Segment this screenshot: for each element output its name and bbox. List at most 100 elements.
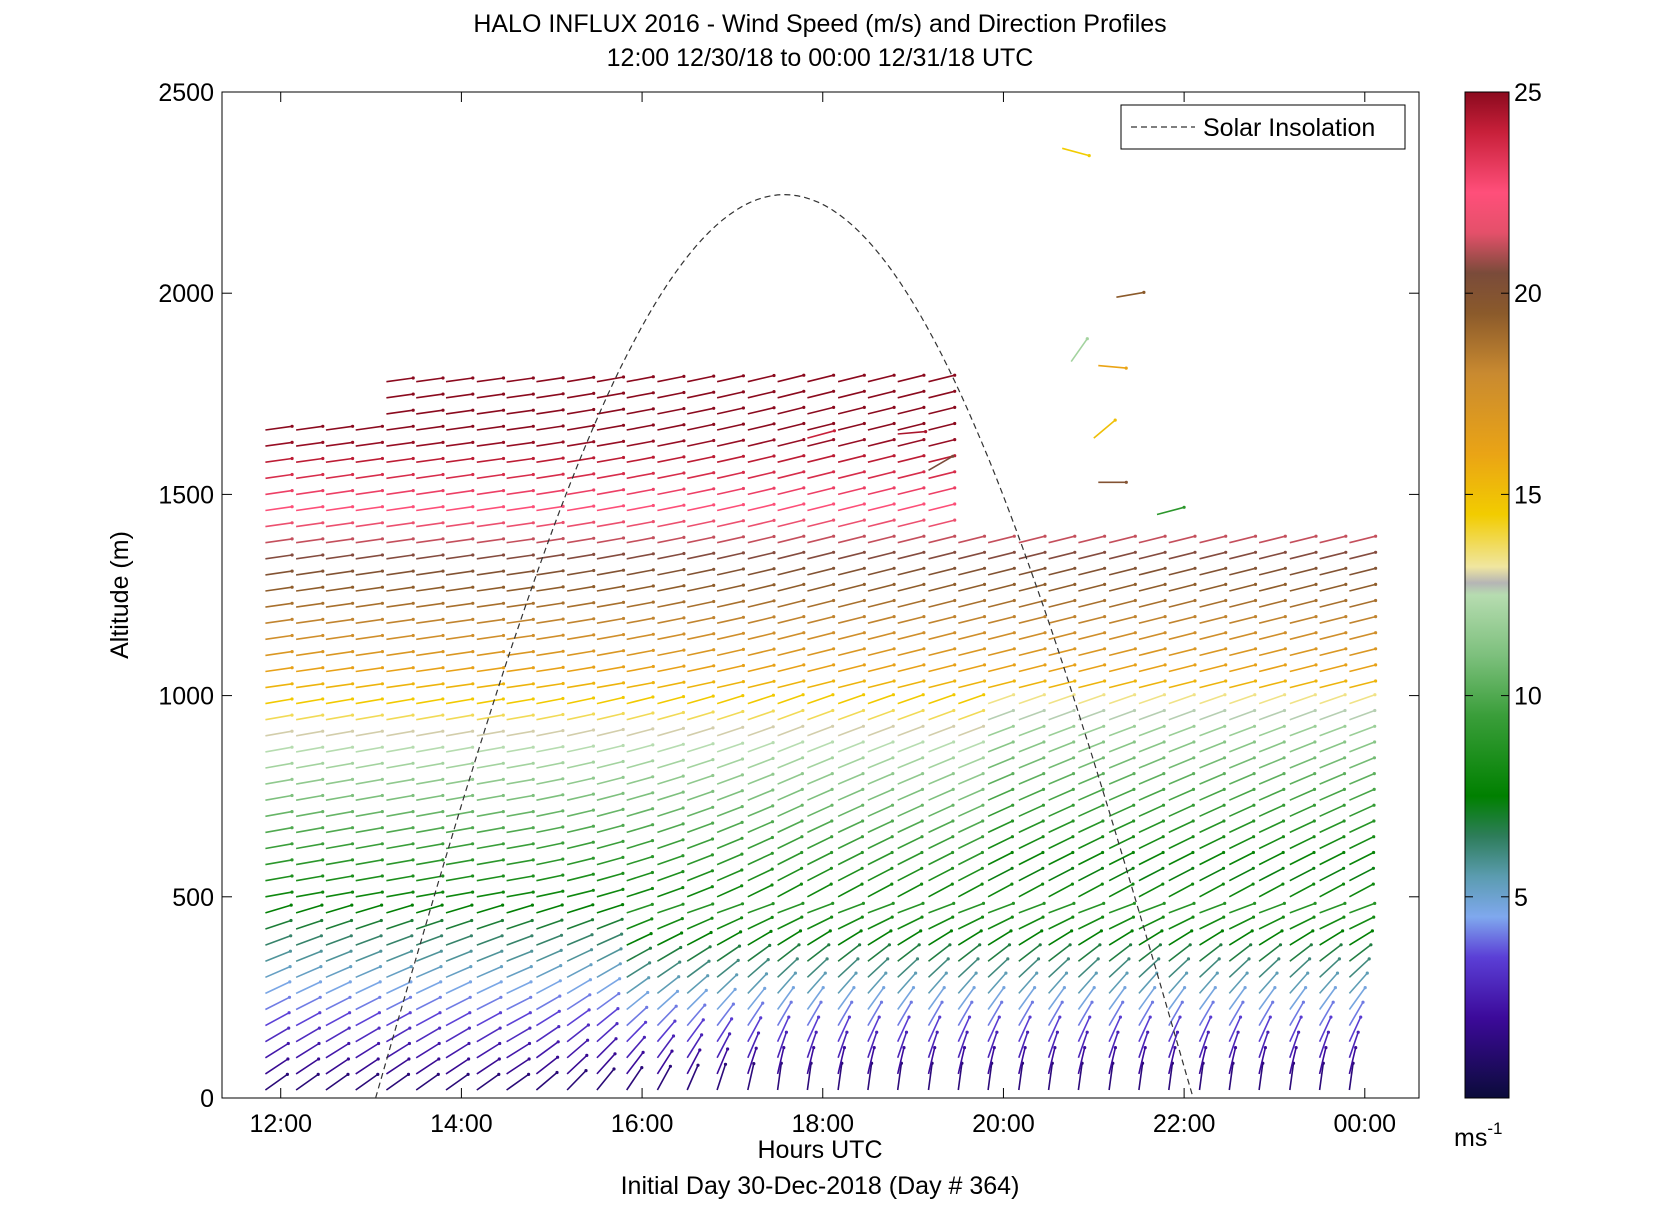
wind-barb [716, 552, 744, 560]
wind-barb-head [531, 729, 535, 733]
wind-barb-head [321, 745, 325, 749]
wind-barb-head [1041, 787, 1046, 792]
wind-barb-head [1314, 663, 1318, 667]
wind-barb [1228, 987, 1246, 1010]
wind-barb-head [441, 729, 445, 733]
wind-barb [566, 963, 592, 979]
wind-barb [1078, 788, 1104, 801]
wind-barb [596, 918, 623, 930]
wind-barb [958, 902, 984, 914]
wind-barb [1349, 693, 1376, 705]
wind-barb-head [501, 713, 505, 717]
wind-barb-head [1007, 943, 1012, 947]
wind-barb-head [349, 918, 354, 923]
wind-barb-head [741, 438, 746, 442]
wind-barb [1138, 916, 1164, 930]
wind-barb [657, 456, 685, 463]
wind-barb-head [1313, 756, 1317, 760]
wind-barb-head [436, 1072, 440, 1076]
wind-barb-head [1344, 647, 1348, 651]
wind-barb [566, 809, 594, 818]
wind-barb-head [889, 929, 893, 933]
wind-barb [1229, 535, 1256, 544]
wind-barb [325, 1027, 350, 1043]
wind-barb-head [651, 759, 655, 763]
wind-barb [1229, 902, 1255, 914]
wind-barb [265, 826, 293, 834]
wind-barb-head [981, 835, 985, 839]
wind-barb [1319, 741, 1345, 753]
wind-barb-head [1036, 957, 1041, 961]
wind-barb [355, 618, 383, 624]
wind-barb-head [471, 842, 475, 846]
wind-barb [626, 728, 654, 737]
wind-barb [657, 854, 684, 866]
wind-barb [656, 990, 679, 1011]
wind-barb [1258, 709, 1285, 721]
wind-barb-head [411, 793, 415, 798]
wind-barb [747, 664, 775, 673]
wind-barb [626, 712, 654, 721]
wind-barb-head [621, 423, 626, 427]
wind-barb [928, 757, 954, 769]
wind-barb-head [920, 915, 924, 919]
wind-barb [807, 709, 834, 721]
wind-barb-head [1113, 418, 1117, 422]
wind-barb [777, 883, 802, 898]
wind-barb-head [920, 803, 924, 807]
wind-barb [716, 1064, 727, 1091]
wind-barb-head [411, 521, 415, 525]
wind-barb [1348, 944, 1372, 962]
wind-barb [747, 1017, 762, 1043]
wind-barb-head [531, 793, 535, 798]
wind-barb [596, 521, 624, 528]
wind-barb-head [651, 552, 655, 556]
wind-barb [415, 1027, 441, 1043]
wind-barb [1108, 757, 1135, 769]
wind-barb-head [350, 874, 355, 878]
wind-barb [1229, 709, 1255, 721]
wind-barb [536, 409, 564, 415]
wind-barb-head [531, 601, 535, 605]
wind-barb-head [1178, 1015, 1182, 1019]
wind-barb-head [951, 835, 955, 839]
wind-barb [355, 538, 383, 544]
wind-barb-head [741, 567, 746, 571]
wind-barb [325, 746, 353, 753]
wind-barb [416, 602, 444, 608]
wind-barb [1018, 883, 1043, 898]
wind-barb [747, 773, 774, 785]
wind-barb [987, 1001, 1003, 1027]
wind-barb-head [439, 980, 443, 984]
wind-barb-head [704, 988, 708, 993]
wind-barb [1229, 599, 1256, 608]
wind-barb [626, 456, 654, 463]
wind-barb-head [1253, 663, 1258, 667]
wind-barb-head [922, 534, 926, 538]
wind-barb [687, 504, 714, 512]
wind-barb-head [471, 697, 475, 701]
wind-barb [566, 682, 594, 689]
wind-barb-head [681, 726, 686, 731]
wind-barb [386, 919, 413, 930]
wind-barb [566, 618, 594, 624]
wind-barb-head [982, 631, 987, 635]
wind-barb-head [651, 823, 655, 827]
wind-barb [325, 554, 353, 560]
wind-barb [657, 601, 685, 608]
wind-barb-head [411, 633, 415, 638]
wind-barb [536, 553, 564, 560]
wind-barb [1108, 599, 1136, 608]
wind-barb [987, 599, 1015, 608]
wind-barb-head [1220, 929, 1224, 933]
wind-barb-head [970, 1000, 974, 1004]
wind-barb [596, 553, 624, 560]
wind-barb-head [1035, 971, 1039, 975]
wind-barb [1258, 788, 1285, 801]
wind-barb [626, 424, 654, 431]
wind-barb [657, 681, 685, 689]
wind-barb [445, 586, 473, 592]
wind-barb [1168, 902, 1195, 914]
wind-barb [1108, 680, 1136, 689]
